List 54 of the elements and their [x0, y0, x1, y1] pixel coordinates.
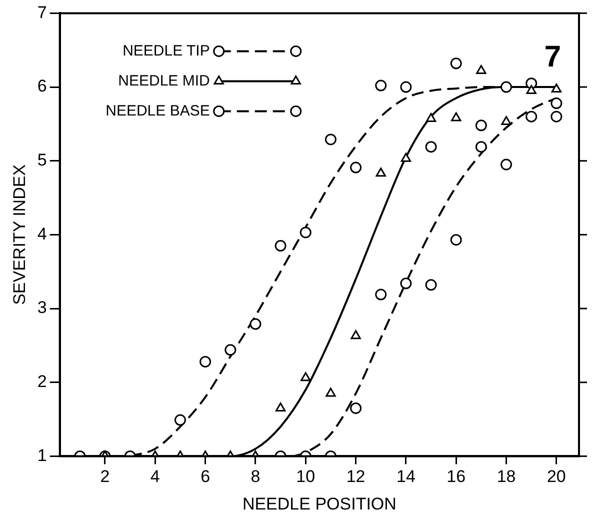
annotation: 7	[544, 40, 561, 74]
point	[326, 388, 336, 397]
point	[500, 158, 512, 170]
point	[350, 162, 362, 174]
point	[425, 141, 437, 153]
point	[475, 141, 487, 153]
point	[324, 134, 336, 146]
point	[451, 112, 462, 122]
point	[375, 288, 387, 300]
point	[400, 278, 412, 290]
point	[500, 81, 512, 93]
point	[375, 80, 387, 92]
y-tick-label: 4	[37, 224, 47, 244]
y-tick-label: 6	[37, 76, 47, 96]
point	[425, 279, 437, 291]
legend-label: NEEDLE TIP	[122, 42, 210, 60]
point	[400, 81, 412, 93]
x-tick-label: 14	[396, 467, 416, 486]
x-tick-label: 6	[200, 467, 210, 486]
x-tick-label: 16	[446, 467, 466, 486]
point	[551, 84, 562, 92]
point	[274, 240, 286, 252]
point	[376, 168, 386, 177]
y-tick-label: 2	[37, 372, 47, 392]
point	[476, 65, 486, 74]
x-tick-label: 20	[546, 467, 566, 486]
point	[300, 226, 312, 238]
point	[501, 116, 512, 125]
y-tick-label: 1	[37, 446, 47, 465]
point	[426, 113, 436, 122]
point	[450, 234, 462, 246]
point	[400, 152, 412, 162]
x-axis-title: NEEDLE POSITION	[242, 494, 396, 514]
point	[275, 402, 286, 412]
point	[300, 372, 311, 382]
point	[550, 98, 562, 110]
point	[475, 120, 487, 132]
x-tick-label: 10	[296, 467, 316, 486]
point	[450, 58, 462, 70]
x-tick-label: 8	[250, 467, 260, 486]
y-axis-title: SEVERITY INDEX	[10, 164, 29, 305]
x-tick-label: 2	[100, 467, 110, 486]
y-tick-label: 3	[37, 298, 47, 318]
y-tick-label: 7	[37, 2, 47, 22]
x-tick-label: 12	[346, 467, 366, 486]
legend-label: NEEDLE BASE	[106, 102, 210, 120]
x-tick-label: 4	[150, 467, 160, 486]
point	[526, 84, 536, 94]
y-tick-label: 5	[37, 150, 47, 170]
x-tick-label: 18	[496, 467, 516, 486]
point	[550, 110, 562, 122]
point	[350, 330, 361, 340]
point	[526, 110, 538, 122]
legend-label: NEEDLE MID	[118, 72, 210, 90]
